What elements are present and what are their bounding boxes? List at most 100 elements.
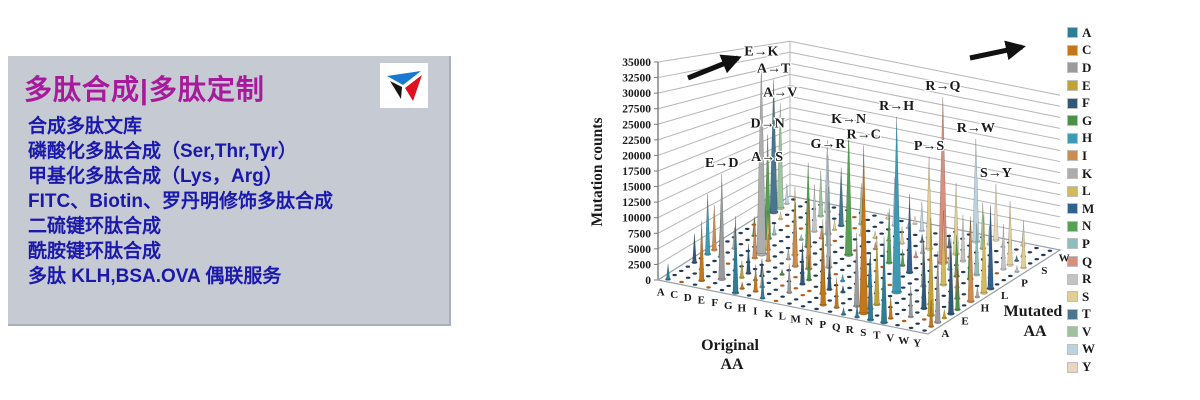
x-tick-label: S [860, 327, 866, 339]
mutation-cone [783, 183, 790, 206]
mutation-cone [905, 193, 914, 275]
x-tick-label: Y [913, 338, 921, 350]
legend-item: S [1067, 288, 1095, 306]
x-tick-label: T [873, 330, 881, 342]
mutation-cone [946, 233, 952, 249]
mutation-cone [731, 216, 740, 295]
legend-swatch-icon [1067, 256, 1078, 268]
legend-swatch-icon [1067, 97, 1078, 109]
mutation-cone [980, 214, 988, 295]
y-tick-label: 15000 [622, 182, 651, 194]
legend-item: H [1067, 130, 1095, 148]
depth-tick-label: W [1059, 252, 1070, 264]
legend-item: Q [1067, 253, 1095, 271]
mutation-cone [941, 309, 948, 320]
promo-panel: 多肽合成|多肽定制 合成多肽文库 磷酸化多肽合成（Ser,Thr,Tyr） 甲基化多… [8, 56, 451, 326]
mutation-cone [717, 173, 726, 281]
mutation-cone [785, 247, 792, 261]
service-link[interactable]: 酰胺键环肽合成 [28, 241, 162, 262]
x-tick-label: E [698, 294, 705, 306]
y-tick-label: 2500 [628, 259, 651, 271]
mutation-cone [799, 242, 806, 286]
legend-item: L [1067, 182, 1095, 200]
mutation-cone [791, 202, 799, 268]
mutation-cone [891, 116, 903, 295]
mutation-cone [768, 79, 779, 215]
service-link[interactable]: 甲基化多肽合成（Lys，Arg） [28, 166, 283, 187]
legend-item: C [1067, 42, 1095, 60]
mutation-cone [971, 138, 981, 244]
peak-labels: E→KA→T R→Q A→V R→H K→N D→N R→W R→CG→R P→S A→S E→D S… [704, 43, 1013, 182]
service-link[interactable]: FITC、Biotin、罗丹明修饰多肽合成 [28, 191, 334, 212]
legend-label: F [1082, 95, 1090, 111]
mutation-cone [986, 204, 995, 291]
depth-axis-label-line1: Mutated [1004, 303, 1063, 320]
mutation-cone [710, 204, 718, 252]
service-link[interactable]: 二硫键环肽合成 [28, 216, 162, 237]
x-tick-label: M [791, 313, 802, 325]
legend-swatch-icon [1067, 308, 1078, 320]
x-axis-label-line2: AA [720, 356, 744, 373]
peak-label: E→D [705, 156, 738, 171]
legend-label: D [1082, 59, 1092, 75]
y-tick-label: 22500 [622, 135, 651, 147]
peak-label: R→Q [925, 79, 960, 94]
legend-item: R [1067, 270, 1095, 288]
mutation-cone [819, 233, 827, 307]
y-tick-label: 0 [645, 275, 651, 287]
legend-label: R [1082, 271, 1092, 287]
mutation-cone [887, 296, 894, 320]
peak-label: S→Y [980, 166, 1012, 181]
legend-swatch-icon [1067, 132, 1078, 144]
legend-item: N [1067, 218, 1095, 236]
mutation-cone [738, 260, 745, 279]
mutation-cone [992, 184, 1000, 242]
y-tick-label: 32500 [622, 73, 651, 85]
y-tick-label: 10000 [622, 213, 651, 225]
service-link[interactable]: 多肽 KLH,BSA.OVA 偶联服务 [28, 266, 282, 287]
legend-swatch-icon [1067, 220, 1078, 232]
mutation-cone [974, 286, 981, 299]
x-tick-label: I [753, 305, 757, 317]
x-tick-label: K [764, 308, 773, 320]
mutation-cone [691, 233, 698, 264]
legend-label: M [1082, 200, 1095, 216]
mutation-cone [698, 220, 706, 283]
mutation-cone [844, 130, 854, 257]
legend-label: W [1082, 341, 1095, 357]
depth-tick-label: A [941, 328, 949, 340]
depth-tick-label: H [981, 303, 990, 315]
legend-swatch-icon [1067, 203, 1078, 215]
mutation-cone [873, 235, 881, 307]
peak-label: E→K [744, 45, 778, 60]
legend-item: W [1067, 341, 1095, 359]
y-axis-label: Mutation counts [589, 118, 606, 227]
mutation-cone [779, 268, 785, 276]
legend-swatch-icon [1067, 343, 1078, 355]
mutation-cone [920, 243, 928, 311]
legend-label: T [1082, 306, 1091, 322]
legend-label: E [1082, 77, 1091, 93]
mutation-cone [913, 250, 919, 259]
peak-label: R→H [879, 99, 914, 114]
y-tick-label: 30000 [622, 88, 651, 100]
legend-label: G [1082, 112, 1093, 128]
mutation-cone [907, 285, 914, 319]
mutation-cone [928, 299, 935, 328]
x-tick-label: V [886, 332, 894, 344]
legend-swatch-icon [1067, 326, 1078, 338]
mutation-cone [858, 145, 869, 316]
y-tick-label: 7500 [628, 228, 651, 240]
legend-item: P [1067, 235, 1095, 253]
service-link[interactable]: 合成多肽文库 [28, 116, 143, 137]
service-link[interactable]: 磷酸化多肽合成（Ser,Thr,Tyr） [28, 141, 297, 162]
peak-label: R→W [957, 121, 995, 136]
y-tick-label: 20000 [622, 150, 651, 162]
x-tick-label: L [779, 311, 786, 323]
triangle-logo-icon [387, 70, 422, 101]
mutation-cone [831, 219, 838, 232]
peak-label: A→S [751, 150, 783, 165]
mutation-cone [751, 216, 759, 260]
mutation-cone [759, 276, 766, 300]
x-tick-label: P [819, 319, 826, 331]
